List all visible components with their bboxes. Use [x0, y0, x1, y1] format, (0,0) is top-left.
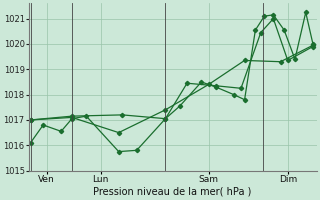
X-axis label: Pression niveau de la mer( hPa ): Pression niveau de la mer( hPa ): [93, 187, 252, 197]
